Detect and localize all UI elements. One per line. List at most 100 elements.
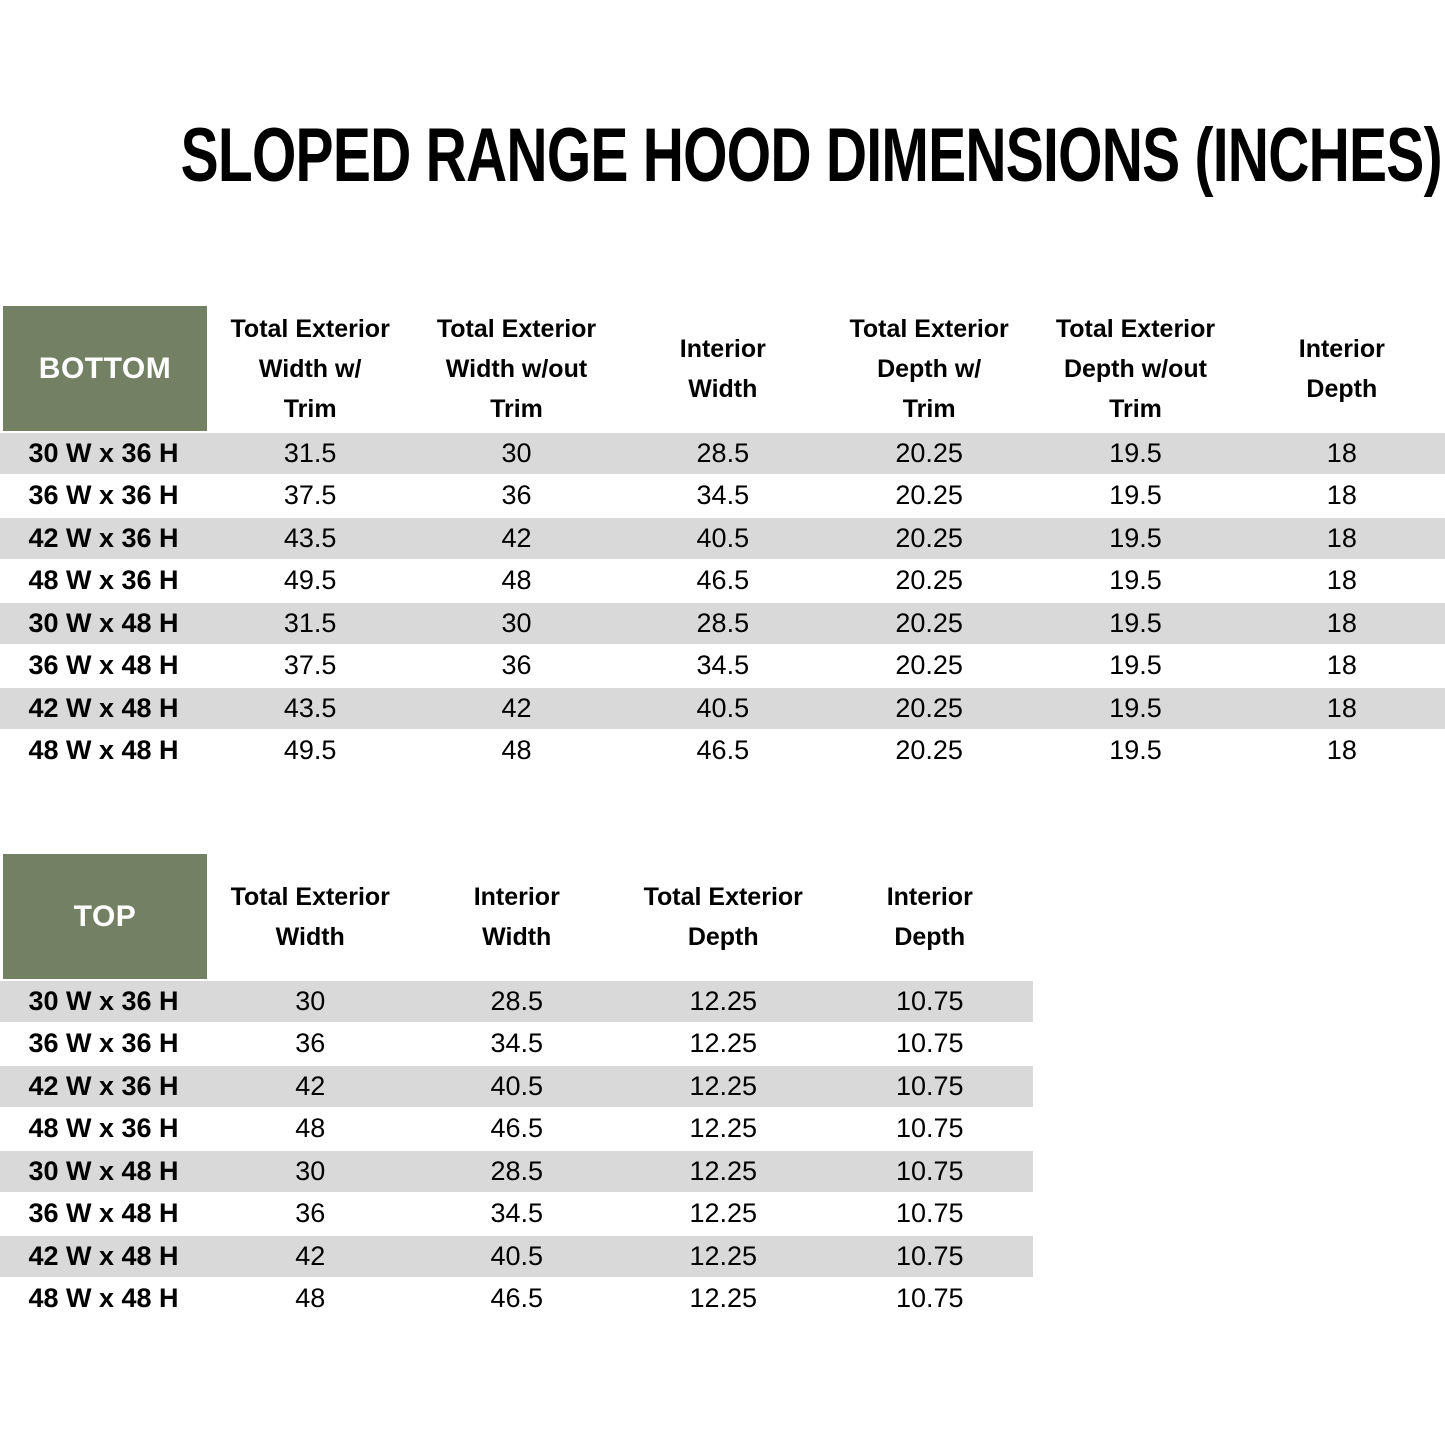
dimension-value-cell: 48: [207, 1279, 414, 1321]
dimension-value-cell: 40.5: [413, 1066, 620, 1109]
dimension-value-cell: 36: [207, 1194, 414, 1236]
bottom-table-body: 30 W x 36 H 31.5 30 28.5 20.25 19.5 18 36 W x 3…: [0, 433, 1445, 773]
dimension-value-cell: 20.25: [825, 433, 1033, 476]
dimension-value-cell: 48: [413, 561, 620, 603]
dimension-value-cell: 20.25: [825, 518, 1033, 561]
dimension-value-cell: 49.5: [207, 561, 414, 603]
column-header-total-exterior-depth-wout-trim: Total Exterior Depth w/out Trim: [1032, 306, 1239, 433]
row-label-size: 42 W x 36 H: [0, 1066, 207, 1109]
table-row: 48 W x 48 H 48 46.5 12.25 10.75: [0, 1278, 1033, 1321]
table-row: 42 W x 48 H 43.5 42 40.5 20.25 19.5 18: [0, 688, 1445, 731]
row-label-size: 36 W x 36 H: [0, 1024, 207, 1066]
table-row: 42 W x 36 H 43.5 42 40.5 20.25 19.5 18: [0, 518, 1445, 561]
column-header-total-exterior-width-wout-trim: Total Exterior Width w/out Trim: [413, 306, 620, 433]
dimension-value-cell: 34.5: [413, 1024, 620, 1066]
dimension-value-cell: 10.75: [826, 1109, 1033, 1151]
table-row: 36 W x 48 H 36 34.5 12.25 10.75: [0, 1193, 1033, 1236]
table-row: 30 W x 48 H 30 28.5 12.25 10.75: [0, 1151, 1033, 1194]
column-header-interior-depth: Interior Depth: [1238, 306, 1445, 433]
column-header-total-exterior-depth: Total Exterior Depth: [620, 854, 827, 981]
row-label-size: 48 W x 48 H: [0, 1279, 207, 1321]
column-header-total-exterior-width-w-trim: Total Exterior Width w/ Trim: [207, 306, 414, 433]
table-row: 48 W x 36 H 49.5 48 46.5 20.25 19.5 18: [0, 560, 1445, 603]
row-label-size: 36 W x 48 H: [0, 1194, 207, 1236]
dimension-value-cell: 20.25: [825, 476, 1033, 518]
row-label-size: 42 W x 36 H: [0, 518, 207, 561]
dimension-value-cell: 10.75: [826, 981, 1033, 1024]
dimension-value-cell: 19.5: [1032, 646, 1239, 688]
table-row: 48 W x 48 H 49.5 48 46.5 20.25 19.5 18: [0, 730, 1445, 773]
dimension-value-cell: 28.5: [413, 981, 620, 1024]
dimension-value-cell: 28.5: [619, 603, 826, 646]
table-row: 36 W x 48 H 37.5 36 34.5 20.25 19.5 18: [0, 645, 1445, 688]
dimension-value-cell: 36: [207, 1024, 414, 1066]
dimension-value-cell: 18: [1238, 476, 1445, 518]
dimension-value-cell: 46.5: [413, 1109, 620, 1151]
dimension-value-cell: 19.5: [1032, 476, 1239, 518]
dimension-value-cell: 42: [413, 518, 620, 561]
dimension-value-cell: 12.25: [620, 1151, 827, 1194]
top-table-header-row: TOP Total Exterior Width Interior Width …: [0, 854, 1033, 981]
dimension-value-cell: 28.5: [619, 433, 826, 476]
dimension-value-cell: 18: [1238, 561, 1445, 603]
dimension-value-cell: 12.25: [620, 1194, 827, 1236]
dimension-value-cell: 42: [413, 688, 620, 731]
dimension-value-cell: 20.25: [825, 603, 1033, 646]
dimension-value-cell: 19.5: [1032, 603, 1239, 646]
dimension-value-cell: 36: [413, 476, 620, 518]
table-row: 42 W x 48 H 42 40.5 12.25 10.75: [0, 1236, 1033, 1279]
dimension-value-cell: 12.25: [620, 1236, 827, 1279]
row-label-size: 48 W x 36 H: [0, 1109, 207, 1151]
document-page: SLOPED RANGE HOOD DIMENSIONS (INCHES) BO…: [0, 118, 1445, 1445]
top-table-body: 30 W x 36 H 30 28.5 12.25 10.75 36 W x 36 H 36…: [0, 981, 1033, 1321]
row-label-size: 42 W x 48 H: [0, 1236, 207, 1279]
dimension-value-cell: 10.75: [826, 1194, 1033, 1236]
dimension-value-cell: 18: [1238, 731, 1445, 773]
dimension-value-cell: 18: [1238, 688, 1445, 731]
dimension-value-cell: 10.75: [826, 1151, 1033, 1194]
dimension-value-cell: 12.25: [620, 1024, 827, 1066]
dimension-value-cell: 40.5: [619, 518, 826, 561]
dimension-value-cell: 28.5: [413, 1151, 620, 1194]
dimension-value-cell: 30: [207, 1151, 414, 1194]
dimension-value-cell: 30: [413, 603, 620, 646]
dimension-value-cell: 42: [207, 1066, 414, 1109]
row-label-size: 30 W x 36 H: [0, 981, 207, 1024]
row-label-size: 30 W x 36 H: [0, 433, 207, 476]
dimension-value-cell: 12.25: [620, 1279, 827, 1321]
dimension-value-cell: 46.5: [413, 1279, 620, 1321]
dimension-value-cell: 10.75: [826, 1279, 1033, 1321]
dimension-value-cell: 43.5: [207, 688, 414, 731]
dimension-value-cell: 19.5: [1032, 688, 1239, 731]
row-label-size: 36 W x 48 H: [0, 646, 207, 688]
column-header-total-exterior-width: Total Exterior Width: [207, 854, 414, 981]
row-label-size: 30 W x 48 H: [0, 603, 207, 646]
dimension-value-cell: 18: [1238, 433, 1445, 476]
dimension-value-cell: 48: [413, 731, 620, 773]
dimension-value-cell: 19.5: [1032, 518, 1239, 561]
dimension-value-cell: 10.75: [826, 1236, 1033, 1279]
dimension-value-cell: 19.5: [1032, 731, 1239, 773]
dimension-value-cell: 20.25: [825, 646, 1033, 688]
table-row: 36 W x 36 H 37.5 36 34.5 20.25 19.5 18: [0, 475, 1445, 518]
dimension-value-cell: 34.5: [413, 1194, 620, 1236]
table-row: 36 W x 36 H 36 34.5 12.25 10.75: [0, 1023, 1033, 1066]
dimension-value-cell: 12.25: [620, 1109, 827, 1151]
dimension-value-cell: 43.5: [207, 518, 414, 561]
dimension-value-cell: 20.25: [825, 731, 1033, 773]
table-row: 30 W x 36 H 31.5 30 28.5 20.25 19.5 18: [0, 433, 1445, 476]
row-label-size: 30 W x 48 H: [0, 1151, 207, 1194]
table-row: 30 W x 36 H 30 28.5 12.25 10.75: [0, 981, 1033, 1024]
dimension-value-cell: 18: [1238, 603, 1445, 646]
dimension-value-cell: 20.25: [825, 561, 1033, 603]
dimension-value-cell: 31.5: [207, 433, 414, 476]
dimension-value-cell: 30: [413, 433, 620, 476]
page-title: SLOPED RANGE HOOD DIMENSIONS (INCHES): [180, 113, 1443, 198]
row-label-size: 48 W x 48 H: [0, 731, 207, 773]
table-row: 42 W x 36 H 42 40.5 12.25 10.75: [0, 1066, 1033, 1109]
dimension-value-cell: 20.25: [825, 688, 1033, 731]
table-row: 48 W x 36 H 48 46.5 12.25 10.75: [0, 1108, 1033, 1151]
row-label-size: 36 W x 36 H: [0, 476, 207, 518]
top-dimensions-table: TOP Total Exterior Width Interior Width …: [0, 854, 1033, 1321]
dimension-value-cell: 10.75: [826, 1024, 1033, 1066]
